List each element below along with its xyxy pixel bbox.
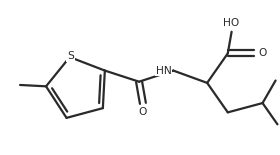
Text: O: O — [259, 48, 267, 58]
Text: HO: HO — [223, 18, 240, 28]
Text: S: S — [67, 51, 74, 61]
Text: O: O — [139, 107, 147, 117]
Text: HN: HN — [156, 66, 171, 76]
